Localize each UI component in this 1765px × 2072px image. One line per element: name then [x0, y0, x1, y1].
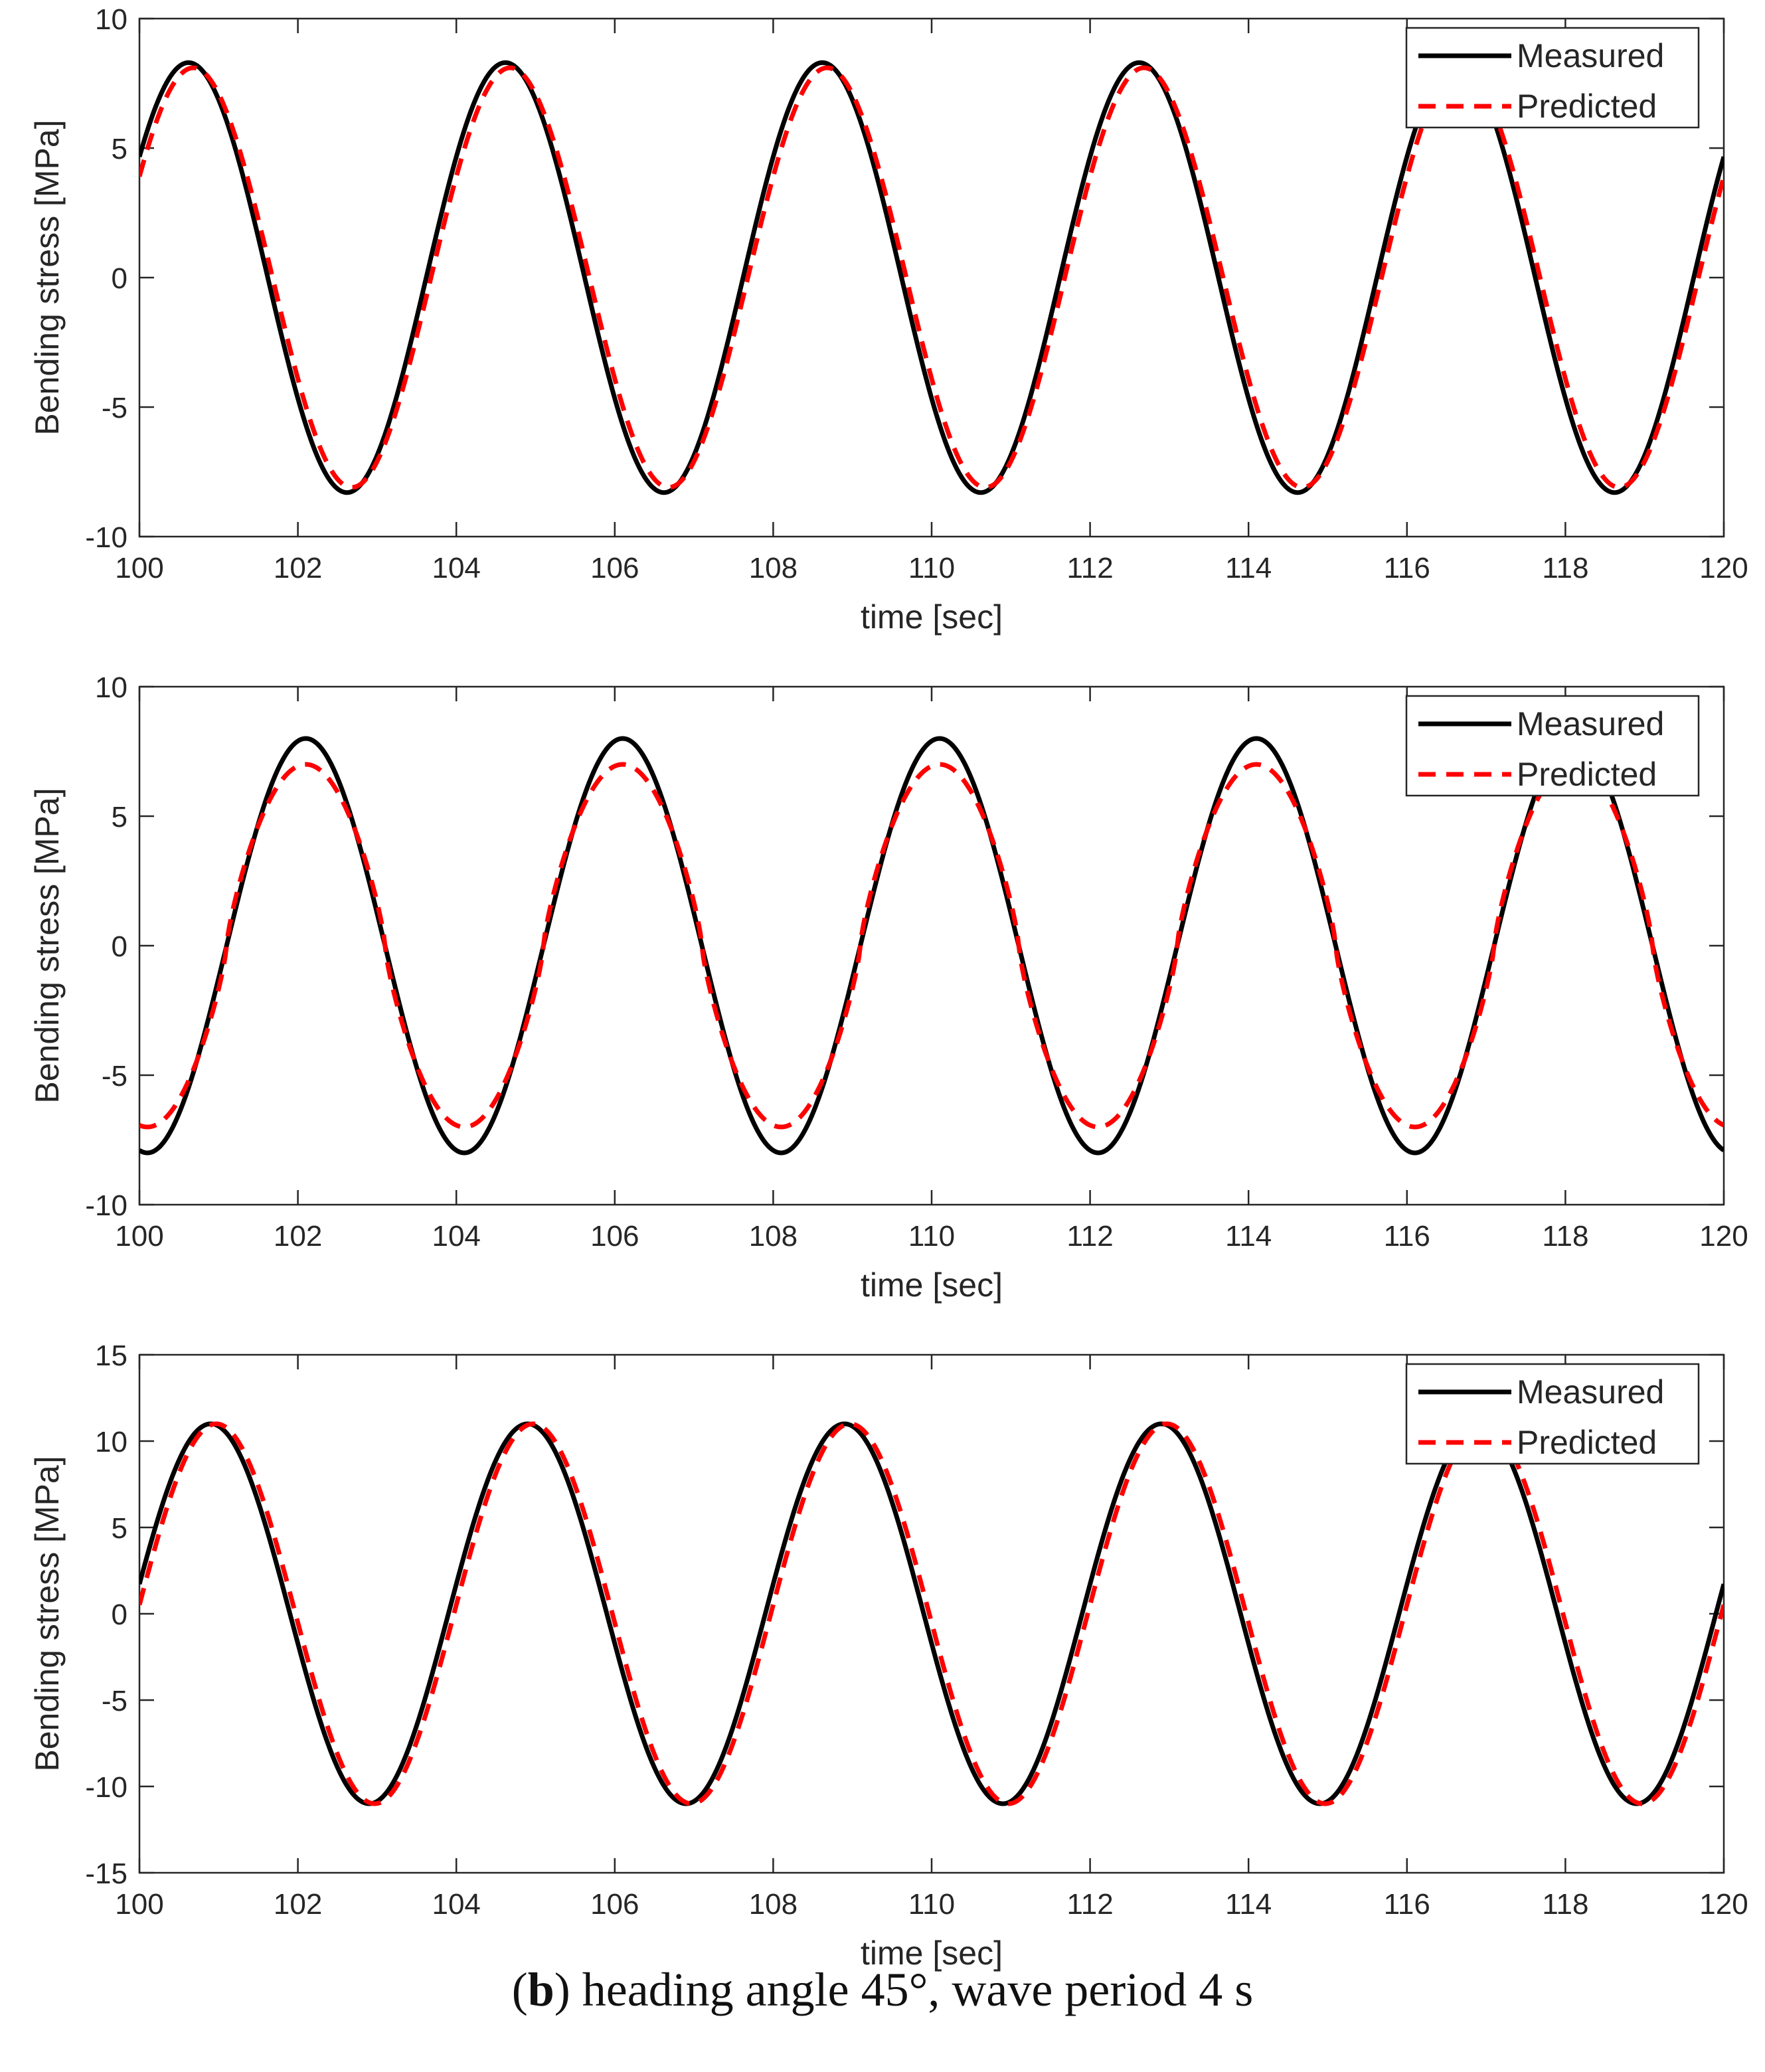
x-tick-label: 118 [1542, 1220, 1588, 1252]
y-tick-label: 0 [112, 930, 127, 963]
x-tick-label: 104 [432, 1888, 480, 1921]
legend-label-predicted: Predicted [1517, 756, 1657, 793]
x-tick-label: 114 [1225, 552, 1272, 584]
chart-panel-2: 100 102 104 106 108 110 112 114 116 118 120 -10 -5 0 5… [29, 671, 1748, 1304]
x-tick-label: 108 [749, 1888, 798, 1921]
legend-label-measured: Measured [1517, 705, 1664, 742]
x-tick-label: 118 [1542, 1888, 1588, 1921]
x-tick-label: 110 [908, 1888, 955, 1921]
x-tick-label: 114 [1225, 1220, 1272, 1252]
legend: Measured Predicted [1405, 695, 1700, 797]
y-tick-label: -10 [85, 1771, 127, 1804]
x-tick-label: 112 [1067, 1888, 1114, 1921]
x-tick-label: 112 [1067, 1220, 1114, 1252]
caption-text: heading angle 45°, wave period 4 s [570, 1963, 1254, 2016]
x-tick-label: 100 [115, 1220, 163, 1252]
y-tick-label: -5 [102, 1685, 127, 1717]
x-tick-label: 116 [1384, 552, 1430, 584]
series-line-predicted [139, 762, 1724, 1130]
x-tick-label: 104 [432, 552, 480, 584]
y-tick-label: 15 [95, 1339, 127, 1372]
x-axis-label: time [sec] [861, 598, 1003, 636]
x-tick-label: 108 [749, 1220, 798, 1252]
y-tick-label: -15 [85, 1857, 127, 1890]
x-tick-label: 106 [590, 552, 639, 584]
x-axis-label: time [sec] [861, 1935, 1003, 1972]
y-tick-label: 10 [95, 1426, 127, 1458]
x-tick-label: 102 [274, 1220, 322, 1252]
x-tick-label: 118 [1542, 552, 1588, 584]
figure-caption: (b) heading angle 45°, wave period 4 s [511, 1963, 1254, 2016]
y-tick-label: 5 [112, 1512, 127, 1545]
x-tick-label: 120 [1699, 1888, 1748, 1921]
x-axis-label: time [sec] [861, 1266, 1003, 1304]
y-axis-label: Bending stress [MPa] [29, 788, 66, 1103]
chart-panel-3: 100 102 104 106 108 110 112 114 116 118 120-15-10-… [29, 1339, 1748, 1972]
x-tick-label: 116 [1384, 1220, 1430, 1252]
legend-box [1405, 695, 1700, 797]
legend-label-predicted: Predicted [1517, 1424, 1657, 1461]
x-tick-label: 110 [908, 1220, 955, 1252]
y-tick-label: -10 [85, 1189, 127, 1222]
legend: Measured Predicted [1405, 1363, 1700, 1465]
x-tick-label: 106 [590, 1220, 639, 1252]
y-tick-label: 10 [95, 671, 127, 704]
legend-label-measured: Measured [1517, 37, 1664, 74]
y-tick-label: 10 [95, 3, 127, 36]
y-axis-label: Bending stress [MPa] [29, 120, 66, 435]
x-tick-label: 104 [432, 1220, 480, 1252]
y-tick-label: 0 [112, 1598, 127, 1631]
x-tick-label: 102 [274, 552, 322, 584]
legend-label-measured: Measured [1517, 1373, 1664, 1411]
x-tick-label: 106 [590, 1888, 639, 1921]
x-tick-label: 120 [1699, 552, 1748, 584]
y-tick-label: 0 [112, 262, 127, 295]
x-tick-label: 112 [1067, 552, 1114, 584]
x-tick-label: 120 [1699, 1220, 1748, 1252]
x-tick-label: 100 [115, 1888, 163, 1921]
y-tick-label: -5 [102, 1060, 127, 1092]
x-tick-label: 114 [1225, 1888, 1272, 1921]
y-tick-label: -10 [85, 521, 127, 554]
y-tick-label: -5 [102, 392, 127, 424]
x-tick-label: 116 [1384, 1888, 1430, 1921]
x-tick-label: 108 [749, 552, 798, 584]
legend-label-predicted: Predicted [1517, 88, 1657, 125]
legend-box [1405, 1363, 1700, 1465]
y-axis-label: Bending stress [MPa] [29, 1456, 66, 1771]
y-tick-label: 5 [112, 133, 127, 165]
x-tick-label: 102 [274, 1888, 322, 1921]
legend: Measured Predicted [1405, 27, 1700, 129]
chart-panel-1: 100 102 104 106 108 110 112 114 116 118 120 -10 -5 0 5… [29, 3, 1748, 636]
x-tick-label: 110 [908, 552, 955, 584]
caption-label: b [527, 1963, 554, 2016]
y-tick-label: 5 [112, 801, 127, 833]
legend-box [1405, 27, 1700, 129]
x-tick-label: 100 [115, 552, 163, 584]
series-lines [139, 736, 1724, 1156]
